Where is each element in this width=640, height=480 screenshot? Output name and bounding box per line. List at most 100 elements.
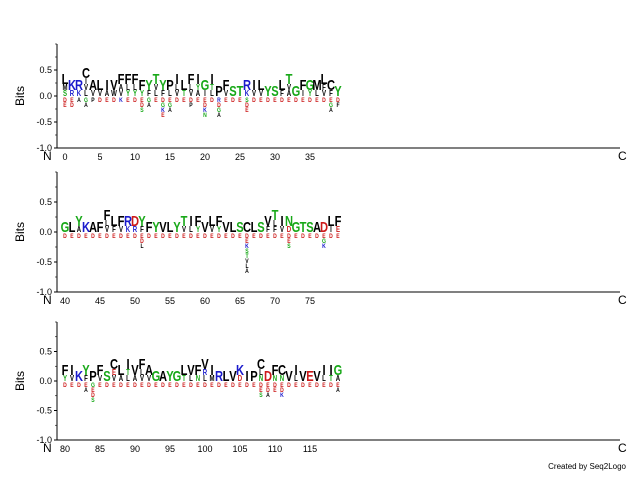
logo-letter: L: [84, 89, 88, 98]
logo-letter: L: [111, 212, 118, 229]
logo-letter: E: [105, 97, 108, 104]
logo-letter: N: [196, 374, 200, 383]
logo-letter: E: [98, 233, 101, 240]
logo-letter: G: [147, 97, 151, 104]
logo-letter: R: [133, 225, 138, 234]
logo-letter: D: [259, 382, 263, 389]
logo-letter: E: [70, 382, 73, 389]
y-axis-label: Bits: [13, 86, 27, 106]
logo-letter: D: [189, 97, 193, 104]
logo-letter: N: [280, 374, 284, 383]
logo-letter: T: [329, 374, 333, 383]
logo-letter: S: [306, 218, 314, 235]
logo-letter: D: [119, 382, 123, 389]
logo-letter: G: [306, 76, 315, 93]
logo-letter: V: [201, 355, 209, 372]
logo-letter: F: [280, 89, 284, 98]
logo-letter: D: [98, 97, 102, 104]
logo-letter: G: [329, 102, 333, 109]
logo-letter: D: [266, 97, 270, 104]
logo-letter: D: [245, 233, 249, 240]
logo-letter: S: [271, 82, 279, 99]
logo-letter: E: [294, 382, 297, 389]
logo-letter: A: [119, 374, 123, 383]
logo-letter: D: [91, 233, 95, 240]
logo-letter: T: [181, 212, 188, 229]
logo-letter: Y: [75, 212, 83, 229]
logo-letter: E: [224, 233, 227, 240]
logo-letter: E: [301, 97, 304, 104]
logo-letter: D: [77, 382, 81, 389]
y-tick-label: 0.0: [39, 376, 52, 386]
logo-letter: A: [159, 367, 167, 384]
logo-letter: I: [70, 361, 73, 378]
logo-letter: L: [294, 374, 298, 383]
y-tick-label: 0.5: [39, 347, 52, 357]
logo-letter: F: [118, 70, 125, 87]
logo-letter: G: [161, 102, 165, 109]
logo-letter: V: [154, 83, 158, 92]
logo-letter: A: [168, 107, 172, 114]
logo-letter: V: [287, 83, 291, 92]
logo-letter: E: [182, 382, 185, 389]
logo-letter: D: [161, 233, 165, 240]
logo-letter: A: [217, 112, 221, 119]
logo-letter: A: [329, 107, 333, 114]
logo-letter: L: [118, 361, 125, 378]
logo-letter: K: [236, 361, 244, 378]
logo-letter: V: [131, 361, 139, 378]
logo-letter: E: [210, 382, 213, 389]
logo-letter: F: [139, 76, 146, 93]
logo-letter: E: [259, 97, 262, 104]
logo-letter: F: [140, 225, 144, 234]
x-tick-label: 55: [165, 296, 175, 306]
logo-letter: L: [203, 374, 207, 383]
logo-letter: A: [84, 102, 88, 109]
logo-letter: M: [209, 374, 214, 383]
logo-letter: G: [61, 218, 70, 235]
logo-letter: R: [70, 89, 75, 98]
logo-letter: Y: [308, 89, 312, 98]
logo-letter: N: [203, 112, 207, 119]
logo-letter: L: [328, 212, 335, 229]
logo-letter: L: [189, 83, 193, 92]
logo-letter: V: [252, 89, 256, 98]
logo-letter: V: [259, 89, 263, 98]
logo-letter: Y: [140, 89, 144, 98]
logo-letter: Y: [159, 76, 167, 93]
logo-letter: I: [85, 77, 87, 86]
logo-letter: L: [133, 83, 137, 92]
x-tick-label: 40: [60, 296, 70, 306]
logo-letter: F: [266, 225, 270, 234]
logo-letter: D: [231, 233, 235, 240]
logo-letter: A: [77, 225, 81, 234]
x-tick-label: 5: [97, 152, 102, 162]
logo-letter: P: [215, 82, 223, 99]
logo-letter: A: [105, 89, 109, 98]
logo-letter: D: [245, 102, 249, 109]
logo-letter: C: [110, 355, 118, 372]
logo-letter: L: [181, 361, 188, 378]
logo-letter: G: [173, 367, 182, 384]
y-tick-label: 0.5: [39, 197, 52, 207]
logo-letter: D: [112, 97, 116, 104]
logo-letter: D: [203, 102, 207, 109]
logo-letter: E: [336, 225, 340, 234]
x-tick-label: 10: [130, 152, 140, 162]
logo-letter: F: [300, 76, 307, 93]
logo-letter: F: [195, 212, 202, 229]
logo-letter: V: [224, 89, 228, 98]
logo-letter: A: [245, 268, 249, 275]
logo-letter: V: [322, 89, 326, 98]
logo-letter: V: [98, 374, 102, 383]
logo-letter: A: [89, 218, 97, 235]
logo-letter: F: [273, 225, 277, 234]
logo-letter: Y: [82, 361, 90, 378]
logo-letter: L: [154, 89, 158, 98]
logo-letter: T: [300, 218, 307, 235]
logo-letter: I: [210, 70, 213, 87]
logo-letter: S: [140, 107, 143, 114]
logo-letter: I: [126, 355, 129, 372]
logo-letter: D: [252, 97, 256, 104]
logo-letter: T: [126, 368, 130, 377]
